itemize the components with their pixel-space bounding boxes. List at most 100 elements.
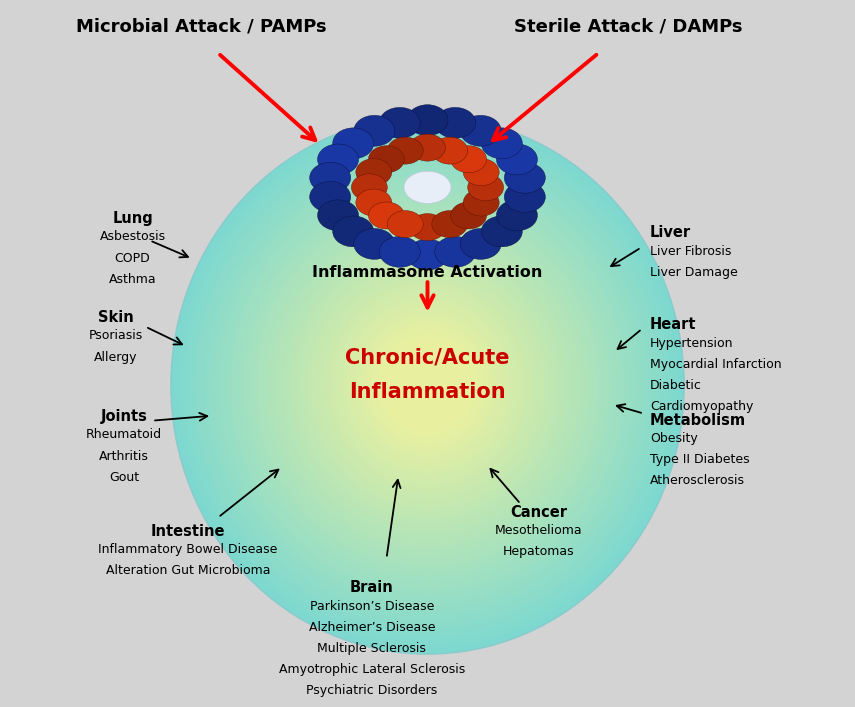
Ellipse shape — [235, 184, 620, 587]
Ellipse shape — [250, 199, 605, 572]
Ellipse shape — [387, 137, 423, 164]
Text: Diabetic: Diabetic — [650, 379, 702, 392]
Text: Allergy: Allergy — [94, 351, 137, 363]
Text: Metabolism: Metabolism — [650, 413, 746, 428]
Ellipse shape — [463, 158, 499, 186]
Ellipse shape — [324, 277, 531, 493]
Ellipse shape — [285, 236, 570, 534]
Ellipse shape — [182, 128, 673, 643]
Text: Liver: Liver — [650, 226, 691, 240]
Text: Myocardial Infarction: Myocardial Infarction — [650, 358, 781, 370]
Ellipse shape — [404, 171, 451, 204]
Ellipse shape — [370, 326, 485, 445]
Text: Joints: Joints — [101, 409, 147, 424]
Ellipse shape — [289, 240, 566, 531]
Ellipse shape — [317, 200, 358, 230]
Ellipse shape — [367, 322, 488, 449]
Ellipse shape — [333, 216, 374, 247]
Ellipse shape — [369, 202, 404, 229]
Ellipse shape — [460, 115, 501, 146]
Ellipse shape — [239, 187, 616, 583]
Ellipse shape — [363, 318, 492, 452]
Text: Hepatomas: Hepatomas — [503, 545, 575, 558]
Ellipse shape — [335, 288, 520, 482]
Ellipse shape — [310, 262, 545, 508]
Ellipse shape — [357, 311, 498, 460]
Ellipse shape — [451, 146, 486, 173]
Ellipse shape — [356, 189, 392, 216]
Ellipse shape — [333, 128, 374, 159]
Ellipse shape — [504, 163, 545, 193]
Ellipse shape — [256, 206, 598, 564]
Ellipse shape — [356, 158, 392, 186]
Ellipse shape — [268, 218, 587, 553]
Text: Asthma: Asthma — [109, 273, 156, 286]
Ellipse shape — [378, 333, 477, 438]
Text: Cardiomyopathy: Cardiomyopathy — [650, 400, 753, 413]
Ellipse shape — [354, 115, 395, 146]
Ellipse shape — [242, 192, 613, 579]
Text: Obesity: Obesity — [650, 432, 698, 445]
Ellipse shape — [497, 144, 538, 175]
Ellipse shape — [314, 266, 541, 505]
Ellipse shape — [481, 216, 522, 247]
Text: Liver Fibrosis: Liver Fibrosis — [650, 245, 731, 257]
Text: Parkinson’s Disease: Parkinson’s Disease — [310, 600, 434, 612]
Text: Liver Damage: Liver Damage — [650, 266, 738, 279]
Ellipse shape — [217, 165, 638, 605]
Text: Asbestosis: Asbestosis — [99, 230, 166, 243]
Text: Multiple Sclerosis: Multiple Sclerosis — [317, 642, 427, 655]
Text: Psychiatric Disorders: Psychiatric Disorders — [306, 684, 438, 697]
Ellipse shape — [468, 174, 504, 201]
Ellipse shape — [481, 128, 522, 159]
Text: Microbial Attack / PAMPs: Microbial Attack / PAMPs — [75, 18, 327, 35]
Ellipse shape — [306, 259, 549, 512]
Ellipse shape — [228, 177, 627, 594]
Ellipse shape — [310, 163, 351, 193]
Ellipse shape — [317, 270, 538, 501]
Ellipse shape — [410, 134, 445, 161]
Ellipse shape — [342, 296, 513, 474]
Text: Inflammatory Bowel Disease: Inflammatory Bowel Disease — [98, 543, 278, 556]
Ellipse shape — [192, 139, 663, 631]
Ellipse shape — [189, 135, 666, 636]
Ellipse shape — [360, 315, 495, 456]
Ellipse shape — [345, 300, 510, 471]
Text: Heart: Heart — [650, 317, 696, 332]
Ellipse shape — [253, 202, 602, 568]
Ellipse shape — [463, 189, 499, 216]
Ellipse shape — [504, 182, 545, 212]
Text: Lung: Lung — [112, 211, 153, 226]
Ellipse shape — [410, 214, 445, 240]
Ellipse shape — [310, 182, 351, 212]
Ellipse shape — [174, 120, 681, 650]
Ellipse shape — [369, 146, 404, 173]
Text: Mesothelioma: Mesothelioma — [495, 524, 582, 537]
Ellipse shape — [460, 228, 501, 259]
Text: Cancer: Cancer — [510, 505, 567, 520]
Ellipse shape — [380, 107, 421, 139]
Text: Type II Diabetes: Type II Diabetes — [650, 453, 750, 466]
Ellipse shape — [260, 210, 595, 561]
Text: Sterile Attack / DAMPs: Sterile Attack / DAMPs — [514, 18, 743, 35]
Ellipse shape — [274, 225, 581, 546]
Ellipse shape — [380, 236, 421, 267]
Ellipse shape — [434, 236, 475, 267]
Ellipse shape — [203, 151, 652, 620]
Ellipse shape — [353, 307, 502, 464]
Ellipse shape — [171, 117, 684, 654]
Text: Chronic/Acute: Chronic/Acute — [345, 347, 510, 367]
Ellipse shape — [214, 161, 641, 609]
Ellipse shape — [178, 124, 677, 646]
Ellipse shape — [432, 211, 468, 238]
Ellipse shape — [196, 143, 659, 628]
Ellipse shape — [246, 195, 609, 575]
Ellipse shape — [387, 211, 423, 238]
Text: COPD: COPD — [115, 252, 150, 264]
Ellipse shape — [221, 169, 634, 602]
Ellipse shape — [281, 233, 574, 538]
Ellipse shape — [263, 214, 592, 557]
Ellipse shape — [497, 200, 538, 230]
Ellipse shape — [332, 285, 523, 486]
Ellipse shape — [210, 158, 645, 613]
